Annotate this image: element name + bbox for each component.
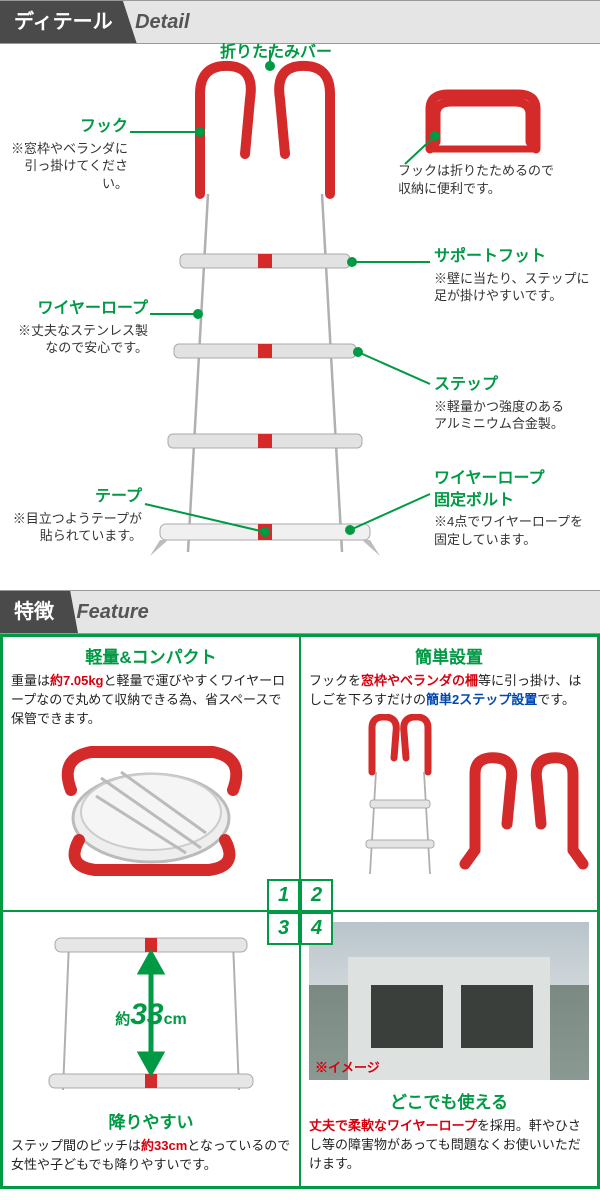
callout-folded-note: フックは折りたためるので 収納に便利です。 xyxy=(398,162,554,197)
detail-diagram: 折りたたみバー フック ※窓枠やベランダに 引っ掛けてください。 フックは折りた… xyxy=(0,44,600,590)
bolt-title: ワイヤーロープ 固定ボルト xyxy=(434,468,583,511)
feature-header: 特徴 Feature xyxy=(0,590,600,634)
f4-desc: 丈夫で柔軟なワイヤーロープを採用。軒やひさし等の障害物があっても問題なくお使いい… xyxy=(309,1117,589,1174)
detail-header-en: Detail xyxy=(135,3,189,34)
feature-header-jp: 特徴 xyxy=(0,591,78,633)
f1-pre: 重量は xyxy=(11,673,50,688)
callout-step: ステップ ※軽量かつ強度のある アルミニウム合金製。 xyxy=(434,374,564,433)
callout-fold-bar: 折りたたみバー xyxy=(220,42,332,66)
f3-pitch-val: 33 xyxy=(130,998,163,1031)
f2-desc: フックを窓枠やベランダの柵等に引っ掛け、はしごを下ろすだけの簡単2ステップ設置で… xyxy=(309,672,589,710)
bolt-desc: ※4点でワイヤーロープを 固定しています。 xyxy=(434,513,583,548)
f3-desc: ステップ間のピッチは約33cmとなっているので女性や子どもでも降りやすいです。 xyxy=(11,1137,291,1175)
f1-title: 軽量&コンパクト xyxy=(11,643,291,668)
step-title: ステップ xyxy=(434,374,564,396)
f4-house-image: ※イメージ xyxy=(309,922,589,1080)
f1-illustration xyxy=(46,733,256,883)
f3-pitch-pre: 約 xyxy=(115,1011,130,1028)
feature-header-en: Feature xyxy=(76,593,148,624)
detail-header-jp: ディテール xyxy=(0,1,137,43)
f3-hl: 約33cm xyxy=(141,1138,187,1153)
f4-image-note: ※イメージ xyxy=(315,1057,380,1076)
fold-bar-title: 折りたたみバー xyxy=(220,42,332,64)
f3-title: 降りやすい xyxy=(11,1108,291,1133)
f4-title: どこでも使える xyxy=(309,1088,589,1113)
callout-tape: テープ ※目立つようテープが 貼られています。 xyxy=(13,486,142,545)
callout-support-foot: サポートフット ※壁に当たり、ステップに 足が掛けやすいです。 xyxy=(434,246,589,305)
feature-cell-3: 約33cm 降りやすい ステップ間のピッチは約33cmとなっているので女性や子ど… xyxy=(2,911,300,1187)
feature-cell-1: 軽量&コンパクト 重量は約7.05kgと軽量で運びやすくワイヤーロープなので丸め… xyxy=(2,636,300,911)
hook-title: フック xyxy=(0,116,128,138)
f2-pre: フックを xyxy=(309,673,361,688)
hook-desc: ※窓枠やベランダに 引っ掛けてください。 xyxy=(0,140,128,193)
f1-desc: 重量は約7.05kgと軽量で運びやすくワイヤーロープなので丸めて収納できる為、省… xyxy=(11,672,291,729)
f3-pitch-unit: cm xyxy=(164,1011,187,1028)
support-foot-desc: ※壁に当たり、ステップに 足が掛けやすいです。 xyxy=(434,270,589,305)
badge-3: 3 xyxy=(267,912,300,945)
step-desc: ※軽量かつ強度のある アルミニウム合金製。 xyxy=(434,398,564,433)
folded-note-desc: フックは折りたためるので 収納に便利です。 xyxy=(398,162,554,197)
badge-1: 1 xyxy=(267,879,300,912)
feature-cell-4: ※イメージ どこでも使える 丈夫で柔軟なワイヤーロープを採用。軒やひさし等の障害… xyxy=(300,911,598,1187)
callout-wire-rope: ワイヤーロープ ※丈夫なステンレス製 なので安心です。 xyxy=(18,298,148,357)
feature-number-badges: 1 2 3 4 xyxy=(267,879,333,945)
f2-illustration xyxy=(309,714,589,879)
wire-rope-desc: ※丈夫なステンレス製 なので安心です。 xyxy=(18,322,148,357)
f2-post: です。 xyxy=(537,692,575,707)
badge-2: 2 xyxy=(300,879,333,912)
callout-hook: フック ※窓枠やベランダに 引っ掛けてください。 xyxy=(0,116,128,192)
f2-hl1: 窓枠やベランダの柵 xyxy=(361,673,478,688)
f2-title: 簡単設置 xyxy=(309,643,589,668)
f3-pitch-label: 約33cm xyxy=(3,998,299,1032)
callout-bolt: ワイヤーロープ 固定ボルト ※4点でワイヤーロープを 固定しています。 xyxy=(434,468,583,548)
f3-pre: ステップ間のピッチは xyxy=(11,1138,141,1153)
detail-header: ディテール Detail xyxy=(0,0,600,44)
tape-title: テープ xyxy=(13,486,142,508)
wire-rope-title: ワイヤーロープ xyxy=(18,298,148,320)
feature-cell-2: 簡単設置 フックを窓枠やベランダの柵等に引っ掛け、はしごを下ろすだけの簡単2ステ… xyxy=(300,636,598,911)
support-foot-title: サポートフット xyxy=(434,246,589,268)
f1-hl: 約7.05kg xyxy=(50,673,103,688)
f4-hl: 丈夫で柔軟なワイヤーロープ xyxy=(309,1118,477,1133)
feature-section: 軽量&コンパクト 重量は約7.05kgと軽量で運びやすくワイヤーロープなので丸め… xyxy=(0,634,600,1189)
tape-desc: ※目立つようテープが 貼られています。 xyxy=(13,510,142,545)
badge-4: 4 xyxy=(300,912,333,945)
f2-hl2: 簡単2ステップ設置 xyxy=(426,692,537,707)
